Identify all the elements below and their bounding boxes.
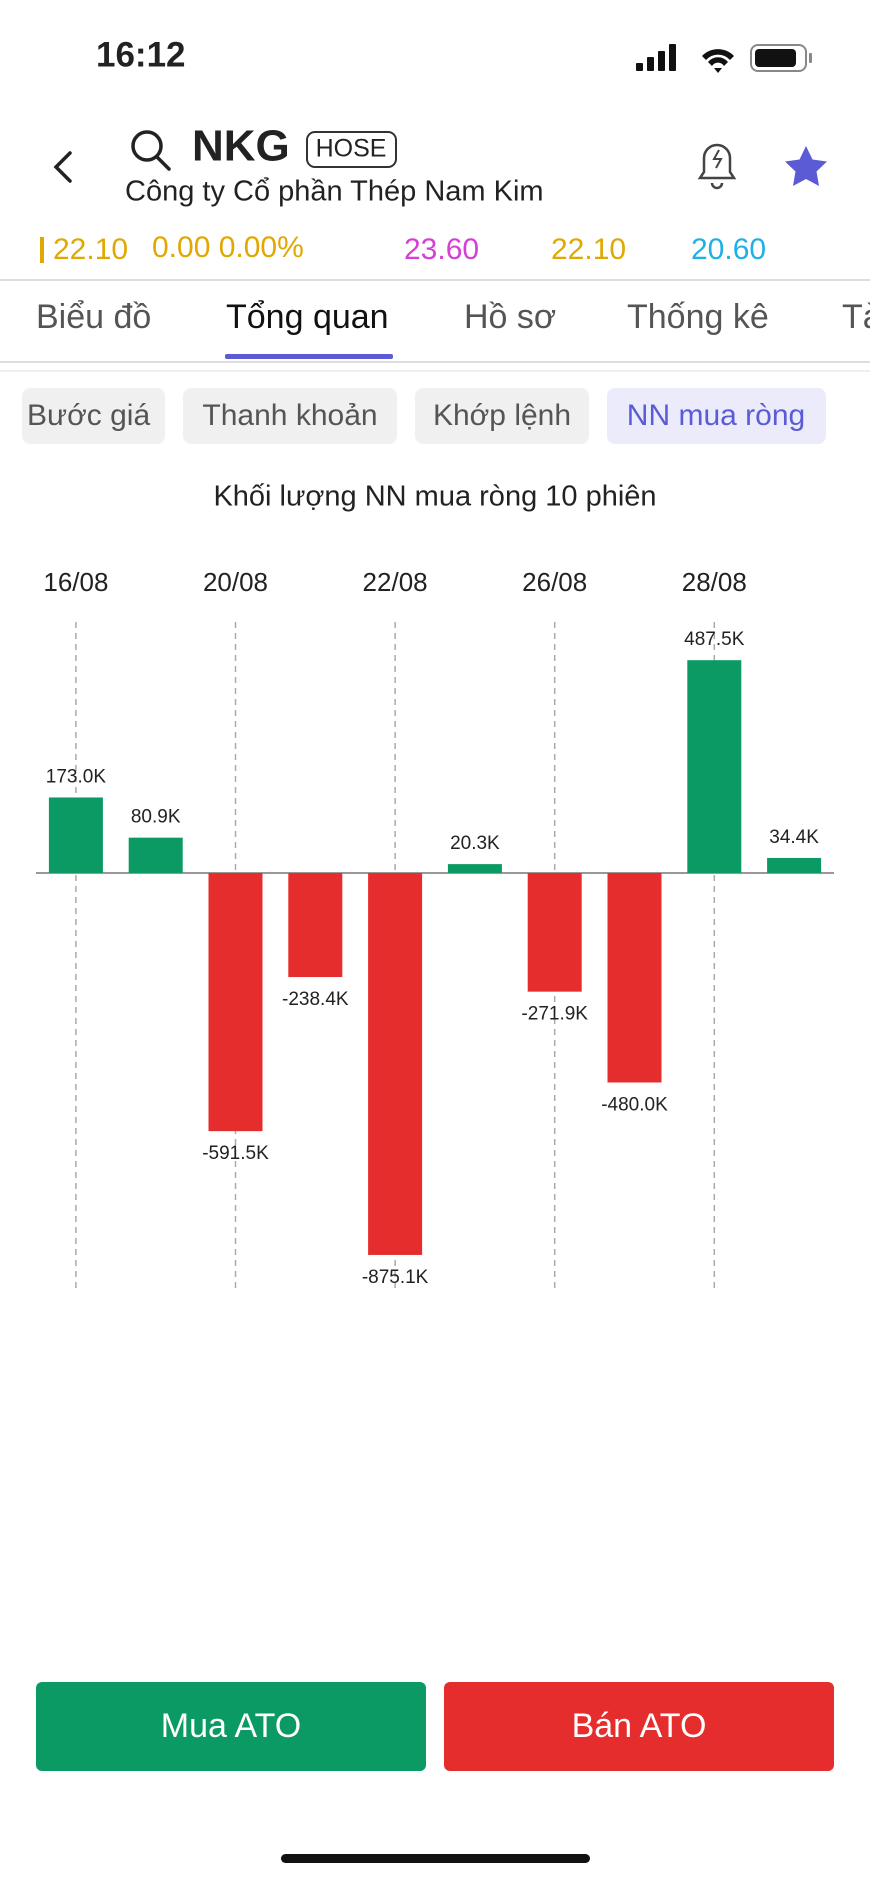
data-label: -238.4K <box>282 989 349 1010</box>
tab[interactable]: Biểu đồ <box>36 298 151 336</box>
sub-tab[interactable] <box>183 388 397 444</box>
tab-indicator <box>225 354 393 359</box>
bar <box>128 837 183 873</box>
sub-tab[interactable] <box>415 388 589 444</box>
sell-button-label[interactable]: Bán ATO <box>572 1707 707 1745</box>
buy-button-label[interactable]: Mua ATO <box>161 1707 301 1745</box>
data-label: 20.3K <box>450 833 500 854</box>
bar <box>527 872 582 992</box>
bar <box>368 872 423 1255</box>
symbol: NKG <box>192 122 290 171</box>
bar <box>48 797 103 873</box>
home-indicator <box>281 1854 590 1863</box>
sub-tab-label[interactable]: Bước giá <box>27 399 150 432</box>
sub-tab[interactable] <box>22 388 165 444</box>
price-change: 0.00 0.00% <box>152 231 304 264</box>
search-icon[interactable] <box>131 130 171 171</box>
alert-button[interactable] <box>697 143 737 190</box>
reference-price: 22.10 <box>551 233 626 266</box>
x-tick-label: 16/08 <box>43 567 108 597</box>
bar <box>607 872 662 1083</box>
sub-tab-label[interactable]: Khớp lệnh <box>433 399 571 432</box>
tab-active[interactable]: Tổng quan <box>226 298 389 336</box>
tab[interactable]: Hồ sơ <box>464 298 556 336</box>
exchange-badge <box>306 131 397 168</box>
ceiling-price: 23.60 <box>404 233 479 266</box>
data-label: -591.5K <box>202 1143 269 1164</box>
exchange: HOSE <box>316 135 387 163</box>
bar <box>208 872 263 1132</box>
data-label: -480.0K <box>601 1095 668 1116</box>
buy-button[interactable] <box>36 1682 426 1771</box>
x-tick-label: 26/08 <box>522 567 587 597</box>
chart-title: Khối lượng NN mua ròng 10 phiên <box>213 481 656 513</box>
data-label: 34.4K <box>769 827 819 848</box>
floor-price: 20.60 <box>691 233 766 266</box>
back-button[interactable] <box>53 151 72 183</box>
x-tick-label: 20/08 <box>203 567 268 597</box>
bar <box>767 857 822 873</box>
chart: 16/08 20/08 22/08 26/08 28/08 173.0K 80.9K -591… <box>36 567 834 1292</box>
data-label: -271.9K <box>521 1004 588 1025</box>
tab[interactable]: Tà <box>842 298 870 336</box>
price: 22.10 <box>53 233 128 266</box>
price-marker <box>40 237 44 263</box>
data-label: 173.0K <box>46 766 107 787</box>
data-label: -875.1K <box>362 1267 429 1288</box>
sub-tab-label[interactable]: Thanh khoản <box>202 399 377 432</box>
sub-tab-active[interactable] <box>607 388 826 444</box>
bar <box>288 872 343 978</box>
data-label: 487.5K <box>684 629 745 650</box>
x-tick-label: 28/08 <box>682 567 747 597</box>
status-icons <box>636 44 812 73</box>
sub-tab-label[interactable]: NN mua ròng <box>627 399 805 432</box>
status-time: 16:12 <box>96 35 186 74</box>
tab[interactable]: Thống kê <box>627 298 769 336</box>
bar <box>687 660 742 873</box>
x-tick-label: 22/08 <box>363 567 428 597</box>
data-label: 80.9K <box>131 807 181 828</box>
bar <box>447 864 502 873</box>
favorite-button[interactable] <box>785 146 827 186</box>
company-name: Công ty Cổ phần Thép Nam Kim <box>125 176 544 208</box>
sell-button[interactable] <box>444 1682 834 1771</box>
